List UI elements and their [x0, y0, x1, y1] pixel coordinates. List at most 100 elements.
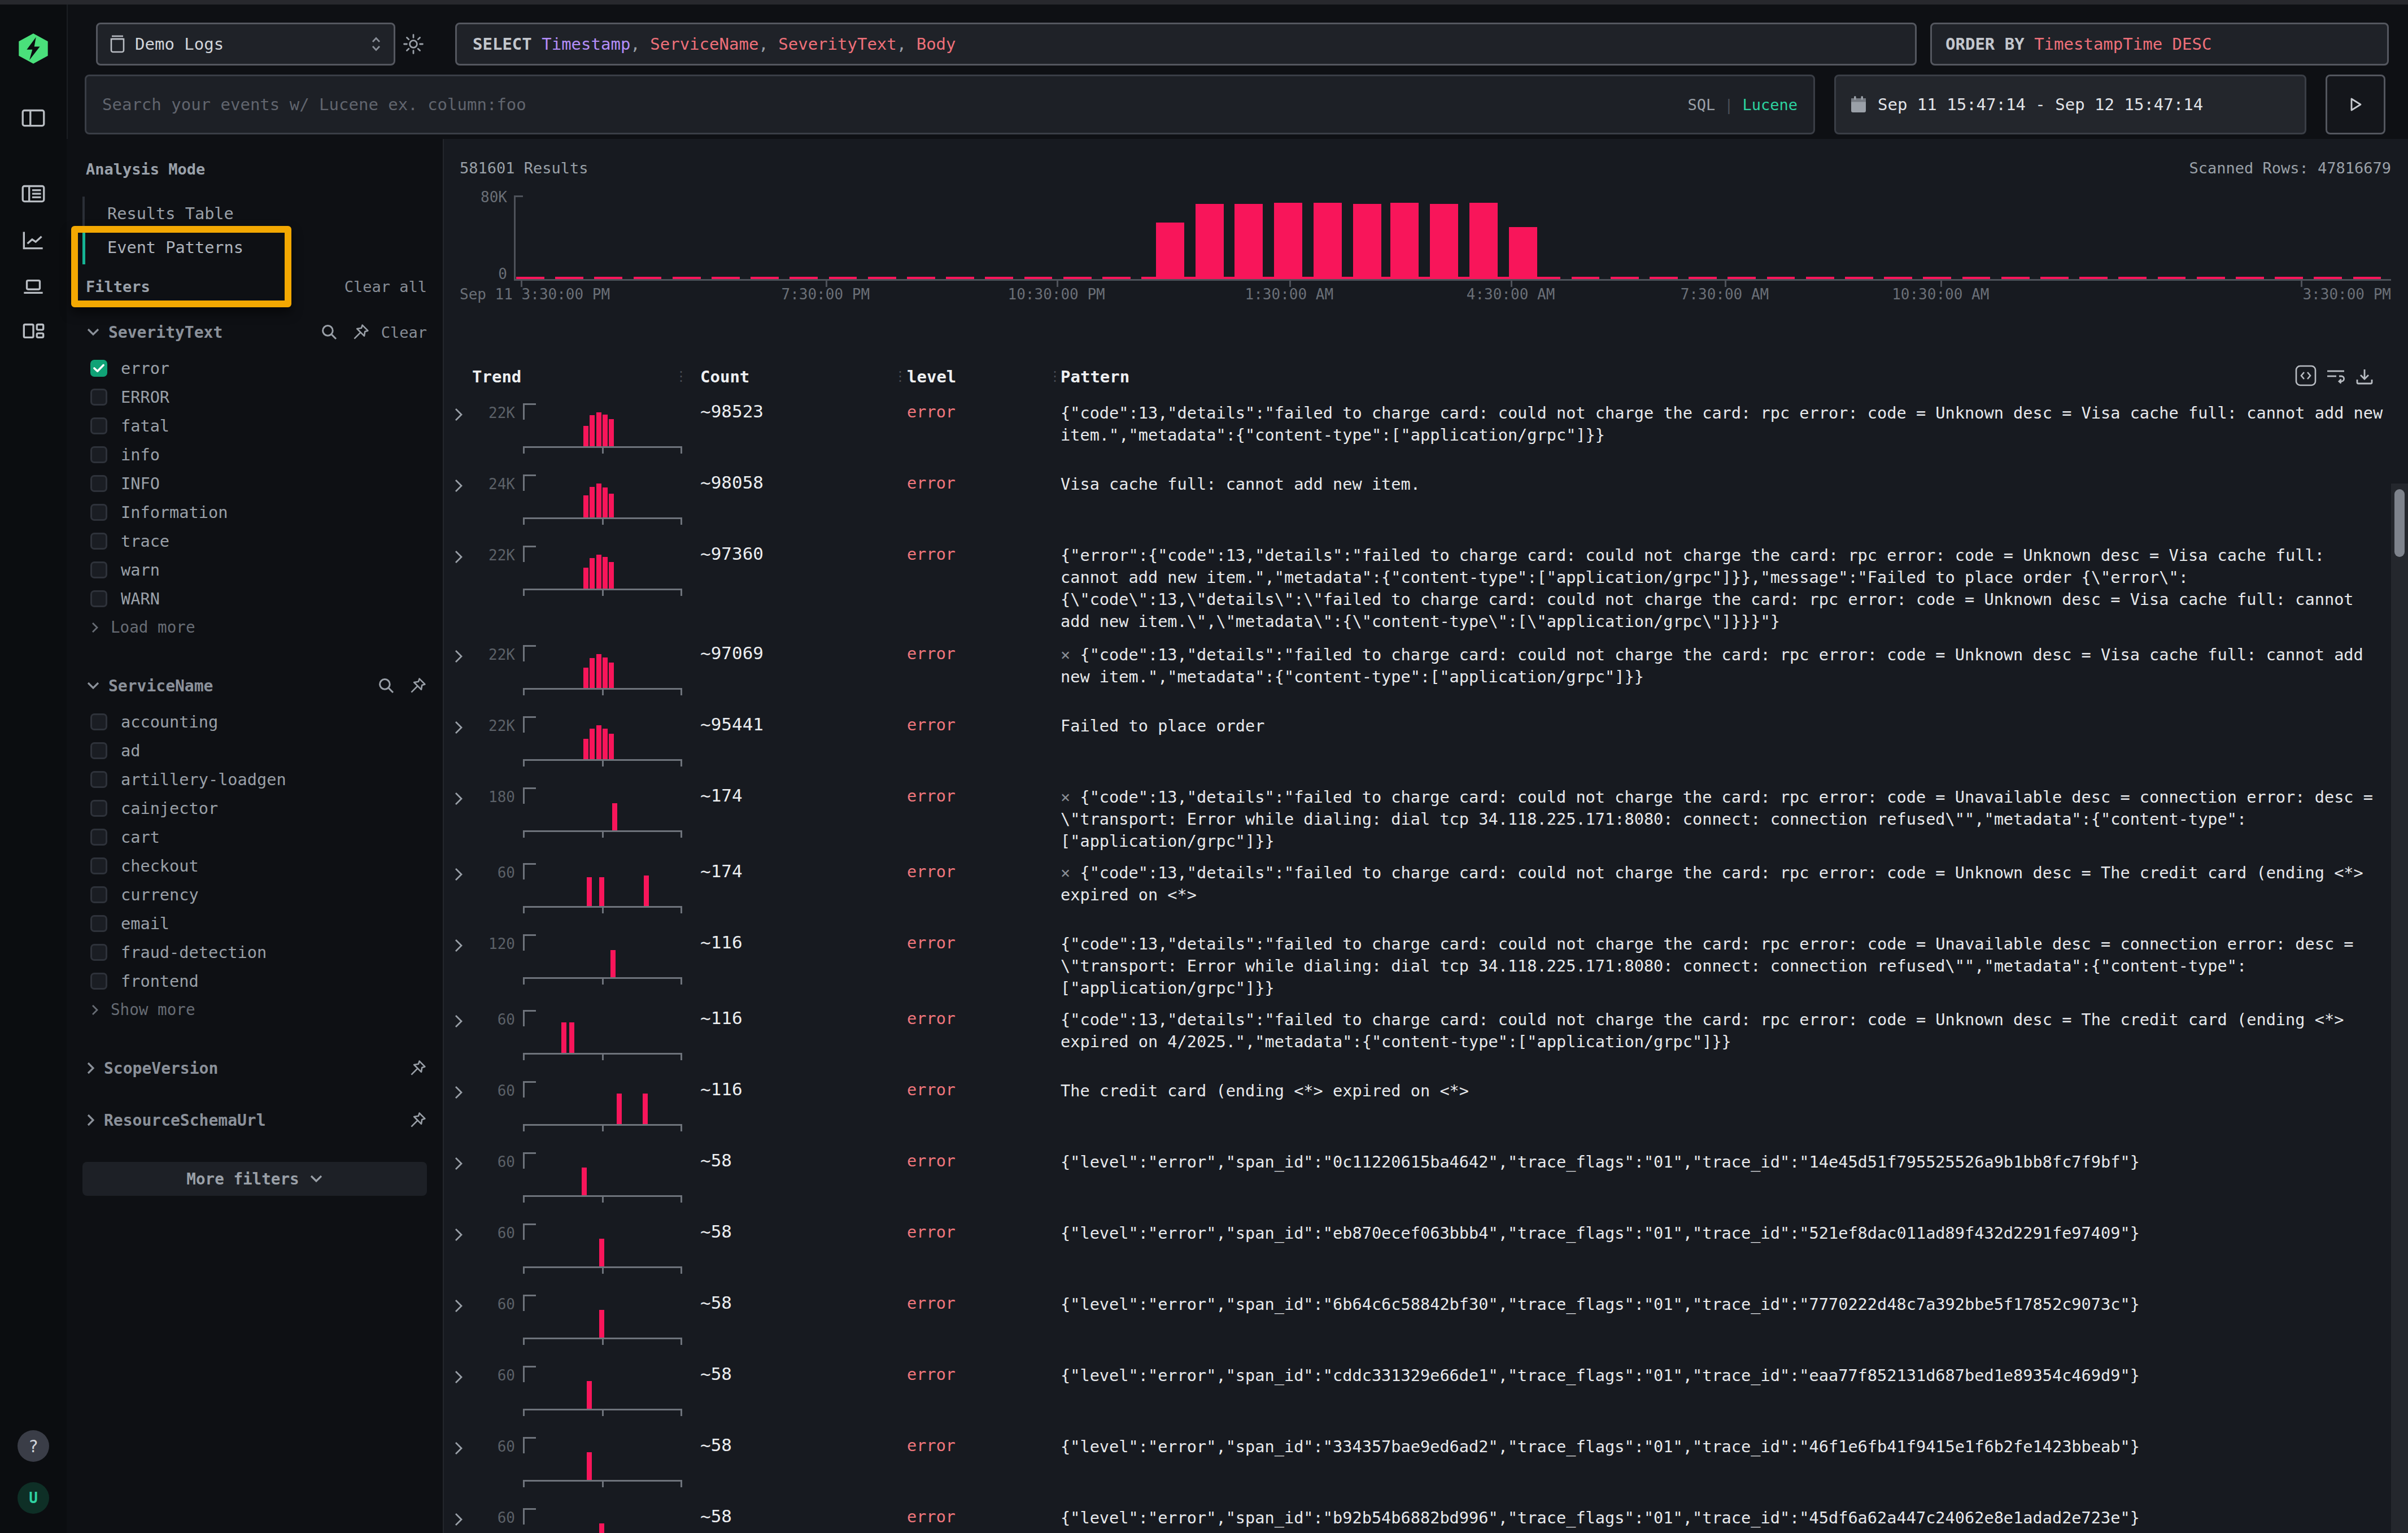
pin-icon[interactable]	[352, 323, 370, 341]
pin-icon[interactable]	[409, 1059, 427, 1077]
filter-option-warn[interactable]: WARN	[90, 584, 160, 613]
filter-group-header-resourceschemaurl[interactable]: ResourceSchemaUrl	[86, 1108, 427, 1133]
pattern-row[interactable]: 60~58error{"level":"error","span_id":"b9…	[444, 1506, 2408, 1533]
filter-option-artillery-loadgen[interactable]: artillery-loadgen	[90, 765, 286, 794]
checkbox-unchecked[interactable]	[90, 475, 107, 492]
col-separator[interactable]: ⋮	[893, 368, 907, 384]
checkbox-unchecked[interactable]	[90, 504, 107, 521]
pattern-row[interactable]: 120~116error{"code":13,"details":"failed…	[444, 932, 2408, 1008]
pin-icon[interactable]	[409, 677, 427, 695]
search-input[interactable]: Search your events w/ Lucene ex. column:…	[85, 75, 1815, 134]
more-filters-button[interactable]: More filters	[82, 1162, 427, 1196]
pattern-row[interactable]: 60~116errorThe credit card (ending <*> e…	[444, 1079, 2408, 1150]
clear-all-filters-button[interactable]: Clear all	[344, 278, 427, 295]
pattern-row[interactable]: 180~174error× {"code":13,"details":"fail…	[444, 785, 2408, 861]
order-by-editor[interactable]: ORDER BY TimestampTime DESC	[1930, 23, 2389, 66]
expand-row-chevron-icon[interactable]	[453, 1226, 464, 1244]
histogram-bar[interactable]	[1234, 204, 1263, 279]
checkbox-unchecked[interactable]	[90, 590, 107, 607]
expand-row-chevron-icon[interactable]	[453, 937, 464, 955]
search-icon[interactable]	[320, 323, 338, 341]
expand-row-chevron-icon[interactable]	[453, 1155, 464, 1173]
pattern-row[interactable]: 60~58error{"level":"error","span_id":"0c…	[444, 1150, 2408, 1221]
histogram-bar[interactable]	[1196, 204, 1224, 279]
col-separator[interactable]: ⋮	[674, 368, 688, 384]
expand-row-chevron-icon[interactable]	[453, 865, 464, 883]
checkbox-unchecked[interactable]	[90, 857, 107, 874]
chevron-down-icon[interactable]	[86, 681, 101, 691]
source-settings-gear-icon[interactable]	[402, 33, 425, 55]
filter-option-accounting[interactable]: accounting	[90, 707, 218, 736]
table-scrollbar-thumb[interactable]	[2394, 489, 2405, 557]
lang-toggle-lucene[interactable]: Lucene	[1742, 96, 1798, 114]
checkbox-checked[interactable]	[90, 360, 107, 377]
help-button[interactable]: ?	[18, 1430, 49, 1462]
filter-option-info[interactable]: INFO	[90, 469, 160, 498]
filter-option-info[interactable]: info	[90, 440, 160, 469]
histogram-bar[interactable]	[1274, 203, 1302, 279]
filter-option-error[interactable]: ERROR	[90, 382, 169, 411]
dashboards-icon[interactable]	[19, 317, 47, 346]
expand-row-chevron-icon[interactable]	[453, 1510, 464, 1528]
pattern-row[interactable]: 60~58error{"level":"error","span_id":"eb…	[444, 1221, 2408, 1292]
chevron-down-icon[interactable]	[86, 327, 101, 337]
col-header-pattern[interactable]: Pattern	[1061, 367, 1129, 386]
filter-option-cainjector[interactable]: cainjector	[90, 794, 218, 822]
filter-option-email[interactable]: email	[90, 909, 169, 938]
filter-option-information[interactable]: Information	[90, 498, 228, 526]
chevron-right-icon[interactable]	[86, 1113, 96, 1127]
col-header-trend[interactable]: Trend	[472, 367, 521, 386]
pattern-row[interactable]: 60~58error{"level":"error","span_id":"cd…	[444, 1364, 2408, 1435]
checkbox-unchecked[interactable]	[90, 915, 107, 932]
col-header-level[interactable]: level	[907, 367, 956, 386]
expand-row-chevron-icon[interactable]	[453, 718, 464, 737]
histogram-bar[interactable]	[1390, 203, 1419, 279]
checkbox-unchecked[interactable]	[90, 800, 107, 817]
filter-option-fatal[interactable]: fatal	[90, 411, 169, 440]
pattern-row[interactable]: 22K~97069error× {"code":13,"details":"fa…	[444, 643, 2408, 714]
expand-row-chevron-icon[interactable]	[453, 477, 464, 495]
col-separator[interactable]: ⋮	[1048, 368, 1062, 384]
checkbox-unchecked[interactable]	[90, 944, 107, 961]
pattern-row[interactable]: 60~174error× {"code":13,"details":"faile…	[444, 861, 2408, 932]
checkbox-unchecked[interactable]	[90, 886, 107, 903]
filter-option-fraud-detection[interactable]: fraud-detection	[90, 938, 267, 966]
view-code-icon[interactable]	[2295, 365, 2317, 386]
pattern-row[interactable]: 60~58error{"level":"error","span_id":"33…	[444, 1435, 2408, 1506]
expand-row-chevron-icon[interactable]	[453, 1012, 464, 1030]
user-avatar[interactable]: U	[18, 1482, 49, 1514]
checkbox-unchecked[interactable]	[90, 713, 107, 730]
pattern-row[interactable]: 22K~98523error{"code":13,"details":"fail…	[444, 401, 2408, 472]
filter-option-warn[interactable]: warn	[90, 555, 160, 584]
histogram-bar[interactable]	[1353, 204, 1381, 279]
analysis-mode-option-results-table[interactable]: Results Table	[85, 197, 401, 230]
expand-row-chevron-icon[interactable]	[453, 647, 464, 665]
search-icon[interactable]	[377, 677, 395, 695]
lang-toggle-sql[interactable]: SQL	[1687, 96, 1715, 114]
source-select[interactable]: Demo Logs	[96, 23, 395, 66]
filter-show-more[interactable]: Show more	[90, 995, 195, 1024]
time-range-picker[interactable]: Sep 11 15:47:14 - Sep 12 15:47:14	[1834, 75, 2306, 134]
filter-group-clear-button[interactable]: Clear	[381, 324, 427, 341]
histogram-bar[interactable]	[1469, 203, 1498, 279]
download-icon[interactable]	[2355, 367, 2374, 386]
histogram-bar[interactable]	[1430, 204, 1458, 279]
results-histogram[interactable]: 80K0Sep 11 3:30:00 PM7:30:00 PM10:30:00 …	[444, 139, 2408, 320]
histogram-bar[interactable]	[1314, 203, 1342, 279]
expand-row-chevron-icon[interactable]	[453, 406, 464, 424]
checkbox-unchecked[interactable]	[90, 561, 107, 578]
expand-row-chevron-icon[interactable]	[453, 790, 464, 808]
sql-select-editor[interactable]: SELECT Timestamp, ServiceName, SeverityT…	[455, 23, 1917, 66]
hyperdx-logo[interactable]	[16, 32, 50, 66]
filter-group-header-servicename[interactable]: ServiceName	[86, 673, 427, 698]
expand-row-chevron-icon[interactable]	[453, 1439, 464, 1457]
sessions-icon[interactable]	[19, 272, 47, 300]
filter-option-cart[interactable]: cart	[90, 822, 160, 851]
filter-option-frontend[interactable]: frontend	[90, 966, 199, 995]
filter-group-header-scopeversion[interactable]: ScopeVersion	[86, 1056, 427, 1081]
filter-option-checkout[interactable]: checkout	[90, 851, 199, 880]
checkbox-unchecked[interactable]	[90, 973, 107, 990]
filter-load-more[interactable]: Load more	[90, 613, 195, 642]
histogram-bar[interactable]	[1509, 227, 1537, 280]
wrap-text-icon[interactable]	[2326, 367, 2346, 385]
